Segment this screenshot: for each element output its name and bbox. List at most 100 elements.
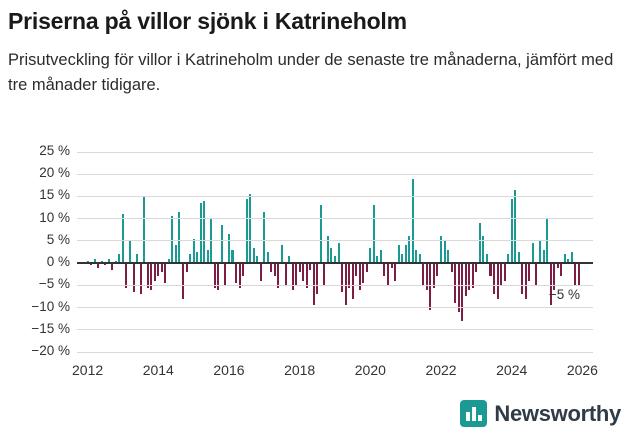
page-subtitle: Prisutveckling för villor i Katrineholm … <box>8 51 614 94</box>
gridline <box>77 329 593 331</box>
bar <box>362 263 365 284</box>
bar <box>429 263 432 310</box>
bar <box>475 263 478 272</box>
bar <box>553 263 556 290</box>
bar <box>401 254 404 264</box>
bar <box>517 252 520 264</box>
x-axis-tick-label: 2012 <box>72 362 104 378</box>
bar <box>418 254 421 264</box>
bar <box>298 263 301 272</box>
bar <box>111 263 114 270</box>
bar <box>245 198 248 264</box>
bar <box>100 260 103 264</box>
bar <box>574 263 577 286</box>
bar <box>256 256 259 264</box>
bar <box>104 263 107 266</box>
bar <box>560 263 563 277</box>
bar <box>330 247 333 264</box>
bar <box>500 263 503 286</box>
last-value-annotation: −5 % <box>548 287 581 303</box>
bar <box>443 240 446 264</box>
x-axis-tick-label: 2014 <box>142 362 174 378</box>
gridline <box>77 173 593 175</box>
bar <box>312 263 315 306</box>
bar <box>114 260 117 264</box>
bar <box>231 249 234 264</box>
bar <box>387 263 390 286</box>
bar <box>503 263 506 281</box>
y-axis-tick-label: 20 % <box>39 165 70 181</box>
bar <box>319 205 322 264</box>
bar <box>227 234 230 264</box>
bar <box>220 225 223 264</box>
bar <box>524 263 527 299</box>
bar <box>189 254 192 264</box>
bar <box>171 216 174 264</box>
bar <box>206 249 209 264</box>
bar <box>284 263 287 286</box>
bar <box>379 249 382 264</box>
bar <box>394 263 397 281</box>
bar <box>493 263 496 295</box>
x-axis-tick-label: 2020 <box>354 362 386 378</box>
bar <box>93 258 96 264</box>
bar <box>121 214 124 264</box>
bar <box>344 263 347 306</box>
gridline <box>77 284 593 286</box>
bar <box>383 263 386 277</box>
bar <box>567 258 570 264</box>
bar <box>422 263 425 286</box>
bar <box>316 263 319 295</box>
chart: 25 % 20 % 15 % 10 % 5 % 0 % −5 % −10 % −15 % −20 … <box>0 140 631 390</box>
bar <box>146 263 149 288</box>
bar <box>86 260 89 264</box>
bar <box>447 249 450 264</box>
bar <box>199 203 202 264</box>
bar <box>485 254 488 264</box>
bar <box>425 263 428 290</box>
x-axis-tick-label: 2018 <box>284 362 316 378</box>
bar <box>531 243 534 264</box>
y-axis-tick-label: 5 % <box>46 231 70 247</box>
y-axis-tick-label: −5 % <box>38 276 70 292</box>
bar <box>341 263 344 292</box>
bar <box>570 252 573 264</box>
bar <box>468 263 471 290</box>
bar <box>249 194 252 264</box>
bar <box>174 245 177 264</box>
page-title: Priserna på villor sjönk i Katrineholm <box>8 8 407 34</box>
gridline <box>77 195 593 197</box>
bar <box>355 263 358 277</box>
bar <box>118 254 121 264</box>
bar <box>436 263 439 277</box>
bar <box>203 200 206 264</box>
bar <box>489 263 492 277</box>
bar <box>461 263 464 321</box>
bar <box>302 263 305 281</box>
bar <box>496 263 499 299</box>
logo-bars-icon <box>460 400 488 427</box>
bar <box>160 263 163 272</box>
bar <box>178 212 181 264</box>
y-axis-tick-label: 0 % <box>46 254 70 270</box>
bar <box>153 263 156 281</box>
y-axis-tick-label: −20 % <box>31 343 70 358</box>
bar <box>182 263 185 299</box>
bar <box>528 263 531 281</box>
bar <box>556 263 559 268</box>
bar <box>351 263 354 299</box>
y-axis-tick-label: −10 % <box>31 298 70 314</box>
bar <box>139 263 142 295</box>
bar <box>97 263 100 268</box>
bar <box>129 240 132 264</box>
bar-series <box>77 152 593 352</box>
bar <box>369 247 372 264</box>
x-axis-tick-label: 2024 <box>496 362 528 378</box>
bar <box>372 205 375 264</box>
bar <box>266 252 269 264</box>
bar <box>337 243 340 264</box>
bar <box>167 258 170 264</box>
bar <box>132 263 135 292</box>
bar <box>538 240 541 264</box>
